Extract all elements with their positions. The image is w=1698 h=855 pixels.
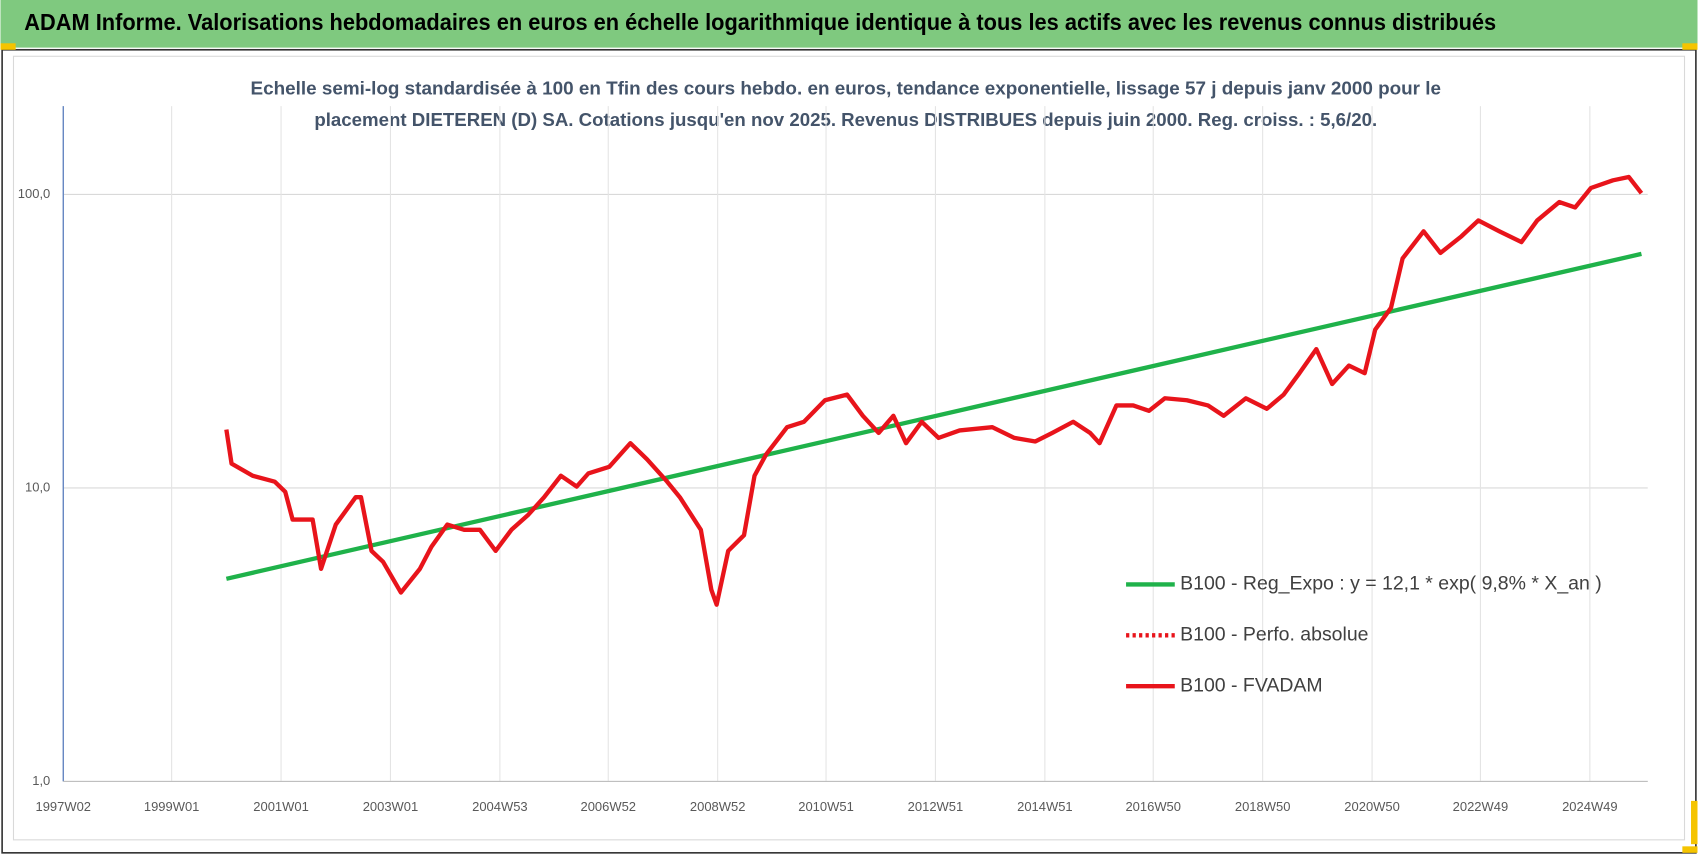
grid: 1,0 10,0 100,0 1997W02 1999W01 2001W01 2003W01…	[18, 106, 1648, 814]
x-tick-label: 2020W50	[1344, 799, 1400, 814]
x-tick-label: 1997W02	[36, 799, 92, 814]
plot-marks	[224, 174, 1644, 607]
series-line	[225, 251, 1642, 581]
corner	[0, 43, 16, 50]
x-tick-label: 2004W53	[472, 799, 528, 814]
y-tick-label: 100,0	[18, 186, 50, 201]
x-tick-label: 2016W50	[1125, 799, 1181, 814]
page-title: ADAM Informe. Valorisations hebdomadaire…	[24, 9, 1496, 35]
plot-panel	[12, 55, 1686, 841]
x-tick-label: 2018W50	[1235, 799, 1291, 814]
x-tick-label: 2012W51	[908, 799, 964, 814]
x-tick-label: 2003W01	[363, 799, 419, 814]
x-tick-label: 1999W01	[144, 799, 200, 814]
header-bar	[0, 0, 1698, 48]
legend-label: B100 - FVADAM	[1180, 674, 1322, 696]
legend-label: B100 - Perfo. absolue	[1180, 623, 1368, 645]
y-tick-label: 1,0	[32, 773, 50, 788]
legend: B100 - Reg_Expo : y = 12,1 * exp( 9,8% *…	[1126, 573, 1602, 696]
x-tick-label: 2010W51	[798, 799, 854, 814]
x-tick-label: 2014W51	[1017, 799, 1073, 814]
subtitle: placement DIETEREN (D) SA. Cotations jus…	[314, 109, 1377, 130]
corner	[1682, 846, 1698, 853]
y-tick-label: 10,0	[25, 479, 50, 494]
x-tick-label: 2024W49	[1562, 799, 1618, 814]
series-line	[224, 174, 1644, 607]
corner	[1682, 43, 1698, 50]
frame	[1, 48, 1697, 854]
x-tick-label: 2008W52	[690, 799, 746, 814]
x-tick-label: 2001W01	[253, 799, 309, 814]
x-tick-label: 2022W49	[1453, 799, 1509, 814]
x-tick-label: 2006W52	[580, 799, 636, 814]
subtitle: Echelle semi-log standardisée à 100 en T…	[251, 78, 1442, 99]
corner	[1691, 800, 1698, 845]
legend-label: B100 - Reg_Expo : y = 12,1 * exp( 9,8% *…	[1180, 573, 1602, 595]
